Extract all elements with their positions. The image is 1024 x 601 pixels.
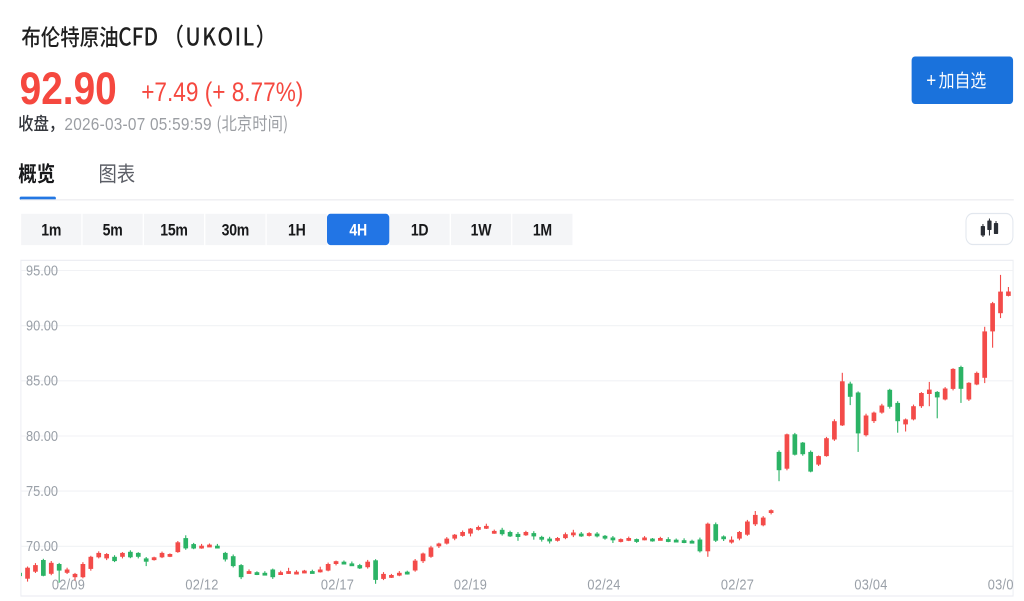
svg-text:1W: 1W (471, 222, 492, 240)
svg-text:2026-03-07 05:59:59: 2026-03-07 05:59:59 (64, 114, 211, 134)
svg-text:02/27: 02/27 (721, 576, 754, 593)
svg-text:02/24: 02/24 (587, 576, 620, 593)
svg-text:85.00: 85.00 (26, 372, 58, 389)
svg-text:02/09: 02/09 (52, 576, 85, 593)
svg-text:1D: 1D (411, 222, 429, 240)
svg-text:02/19: 02/19 (454, 576, 487, 593)
svg-text:1M: 1M (533, 222, 552, 240)
svg-text:95.00: 95.00 (26, 261, 58, 278)
svg-text:+7.49 (+ 8.77%): +7.49 (+ 8.77%) (141, 78, 303, 107)
svg-text:1H: 1H (288, 222, 306, 240)
svg-text:02/17: 02/17 (321, 576, 354, 593)
svg-text:4H: 4H (349, 222, 367, 240)
svg-text:+: + (926, 69, 936, 92)
svg-text:15m: 15m (160, 222, 187, 240)
svg-text:92.90: 92.90 (20, 63, 117, 114)
svg-text:02/12: 02/12 (185, 576, 218, 593)
svg-text:70.00: 70.00 (26, 537, 58, 554)
svg-text:5m: 5m (103, 222, 123, 240)
svg-text:03/04: 03/04 (854, 576, 887, 593)
svg-text:75.00: 75.00 (26, 482, 58, 499)
svg-text:30m: 30m (222, 222, 249, 240)
svg-text:1m: 1m (41, 222, 61, 240)
svg-text:80.00: 80.00 (26, 427, 58, 444)
svg-text:90.00: 90.00 (26, 317, 58, 334)
svg-text:03/07: 03/07 (988, 576, 1021, 593)
